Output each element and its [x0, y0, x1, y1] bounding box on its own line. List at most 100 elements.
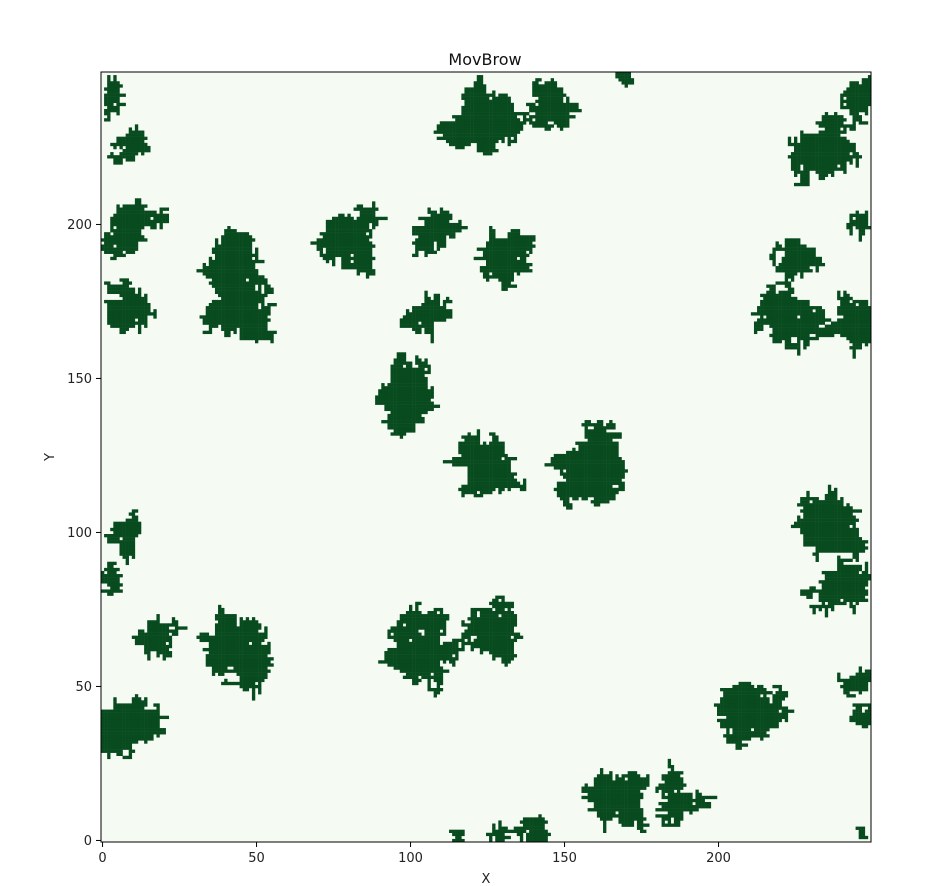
occupied-cell	[846, 543, 850, 547]
occupied-cell	[556, 466, 561, 470]
occupied-cell	[821, 524, 826, 529]
occupied-cell	[393, 364, 397, 368]
occupied-cell	[504, 238, 508, 242]
occupied-cell	[618, 75, 622, 79]
occupied-cell	[775, 306, 779, 310]
occupied-cell	[572, 481, 576, 485]
occupied-cell	[128, 321, 133, 325]
occupied-cell	[778, 303, 782, 307]
occupied-cell	[476, 256, 481, 261]
occupied-cell	[818, 318, 822, 322]
occupied-cell	[359, 241, 364, 245]
occupied-cell	[125, 136, 129, 141]
occupied-cell	[821, 512, 826, 516]
occupied-cell	[815, 327, 819, 331]
occupied-cell	[815, 121, 819, 125]
occupied-cell	[827, 324, 832, 328]
occupied-cell	[827, 136, 832, 141]
occupied-cell	[824, 152, 829, 156]
occupied-cell	[110, 561, 114, 566]
occupied-cell	[479, 124, 484, 128]
occupied-cell	[258, 296, 262, 301]
occupied-cell	[775, 281, 779, 285]
occupied-cell	[424, 358, 428, 362]
occupied-cell	[319, 241, 324, 245]
occupied-cell	[359, 204, 364, 208]
occupied-cell	[861, 108, 866, 113]
occupied-cell	[116, 534, 120, 538]
occupied-cell	[218, 309, 222, 313]
occupied-cell	[464, 457, 468, 461]
occupied-cell	[464, 124, 468, 128]
occupied-cell	[442, 210, 447, 214]
occupied-cell	[319, 244, 324, 248]
occupied-cell	[104, 244, 108, 248]
occupied-cell	[221, 272, 225, 276]
occupied-cell	[248, 293, 253, 298]
occupied-cell	[239, 318, 243, 322]
occupied-cell	[803, 266, 807, 270]
occupied-cell	[116, 90, 120, 94]
occupied-cell	[864, 216, 869, 221]
occupied-cell	[344, 253, 348, 258]
occupied-cell	[156, 213, 160, 218]
occupied-cell	[107, 238, 111, 242]
occupied-cell	[766, 306, 770, 310]
occupied-cell	[332, 229, 336, 233]
occupied-cell	[335, 241, 339, 245]
occupied-cell	[563, 463, 567, 467]
occupied-cell	[439, 309, 444, 313]
occupied-cell	[818, 521, 822, 526]
occupied-cell	[141, 145, 145, 150]
occupied-cell	[519, 256, 524, 261]
occupied-cell	[239, 259, 243, 264]
occupied-cell	[116, 81, 120, 85]
occupied-cell	[596, 457, 601, 461]
occupied-cell	[849, 84, 853, 88]
occupied-cell	[615, 72, 619, 76]
occupied-cell	[815, 142, 819, 147]
occupied-cell	[137, 207, 142, 211]
occupied-cell	[864, 87, 869, 91]
occupied-cell	[476, 472, 481, 476]
occupied-cell	[492, 102, 496, 107]
occupied-cell	[134, 139, 139, 144]
occupied-cell	[834, 543, 838, 547]
occupied-cell	[427, 241, 431, 245]
occupied-cell	[766, 284, 770, 288]
occupied-cell	[575, 490, 579, 495]
occupied-cell	[476, 478, 481, 482]
occupied-cell	[852, 330, 856, 335]
occupied-cell	[630, 78, 635, 82]
occupied-cell	[809, 139, 813, 144]
occupied-cell	[486, 481, 490, 485]
occupied-cell	[852, 299, 856, 304]
occupied-cell	[578, 490, 582, 495]
occupied-cell	[424, 370, 428, 375]
occupied-cell	[141, 216, 145, 221]
occupied-cell	[593, 472, 598, 476]
occupied-cell	[864, 96, 869, 100]
occupied-cell	[255, 269, 259, 273]
occupied-cell	[427, 296, 431, 301]
occupied-cell	[569, 466, 573, 470]
occupied-cell	[840, 145, 844, 150]
occupied-cell	[470, 441, 474, 445]
occupied-cell	[559, 457, 564, 461]
occupied-cell	[559, 481, 564, 485]
occupied-cell	[834, 524, 838, 529]
occupied-cell	[350, 232, 354, 236]
occupied-cell	[230, 232, 234, 236]
occupied-cell	[556, 108, 561, 113]
occupied-cell	[781, 299, 786, 304]
occupied-cell	[273, 303, 277, 307]
occupied-cell	[452, 139, 456, 144]
occupied-cell	[867, 330, 872, 335]
occupied-cell	[230, 284, 234, 288]
occupied-cell	[137, 327, 142, 331]
occupied-cell	[479, 139, 484, 144]
occupied-cell	[116, 229, 120, 233]
occupied-cell	[510, 238, 514, 242]
occupied-cell	[599, 438, 604, 442]
occupied-cell	[513, 139, 518, 144]
